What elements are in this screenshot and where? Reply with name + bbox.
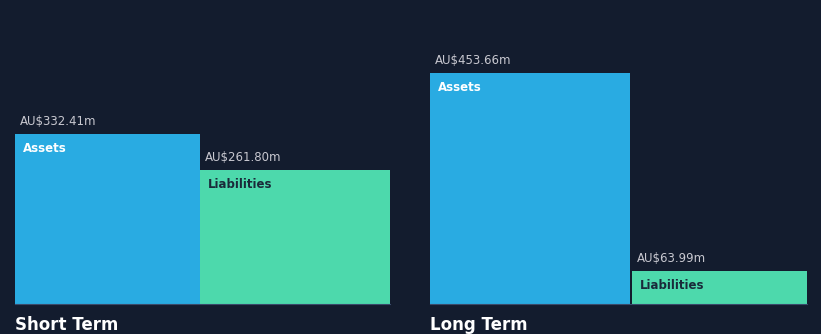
Bar bbox=[430, 72, 630, 304]
Bar bbox=[632, 271, 807, 304]
Text: Assets: Assets bbox=[23, 143, 67, 155]
Text: AU$453.66m: AU$453.66m bbox=[435, 54, 511, 67]
Text: Assets: Assets bbox=[438, 80, 482, 94]
Text: Long Term: Long Term bbox=[430, 316, 528, 334]
Text: AU$63.99m: AU$63.99m bbox=[637, 253, 706, 266]
Text: Liabilities: Liabilities bbox=[208, 178, 273, 191]
Text: AU$261.80m: AU$261.80m bbox=[205, 152, 282, 164]
Text: AU$332.41m: AU$332.41m bbox=[20, 116, 97, 129]
Bar bbox=[15, 135, 200, 304]
Bar bbox=[200, 170, 390, 304]
Text: Short Term: Short Term bbox=[15, 316, 118, 334]
Text: Liabilities: Liabilities bbox=[640, 279, 704, 292]
